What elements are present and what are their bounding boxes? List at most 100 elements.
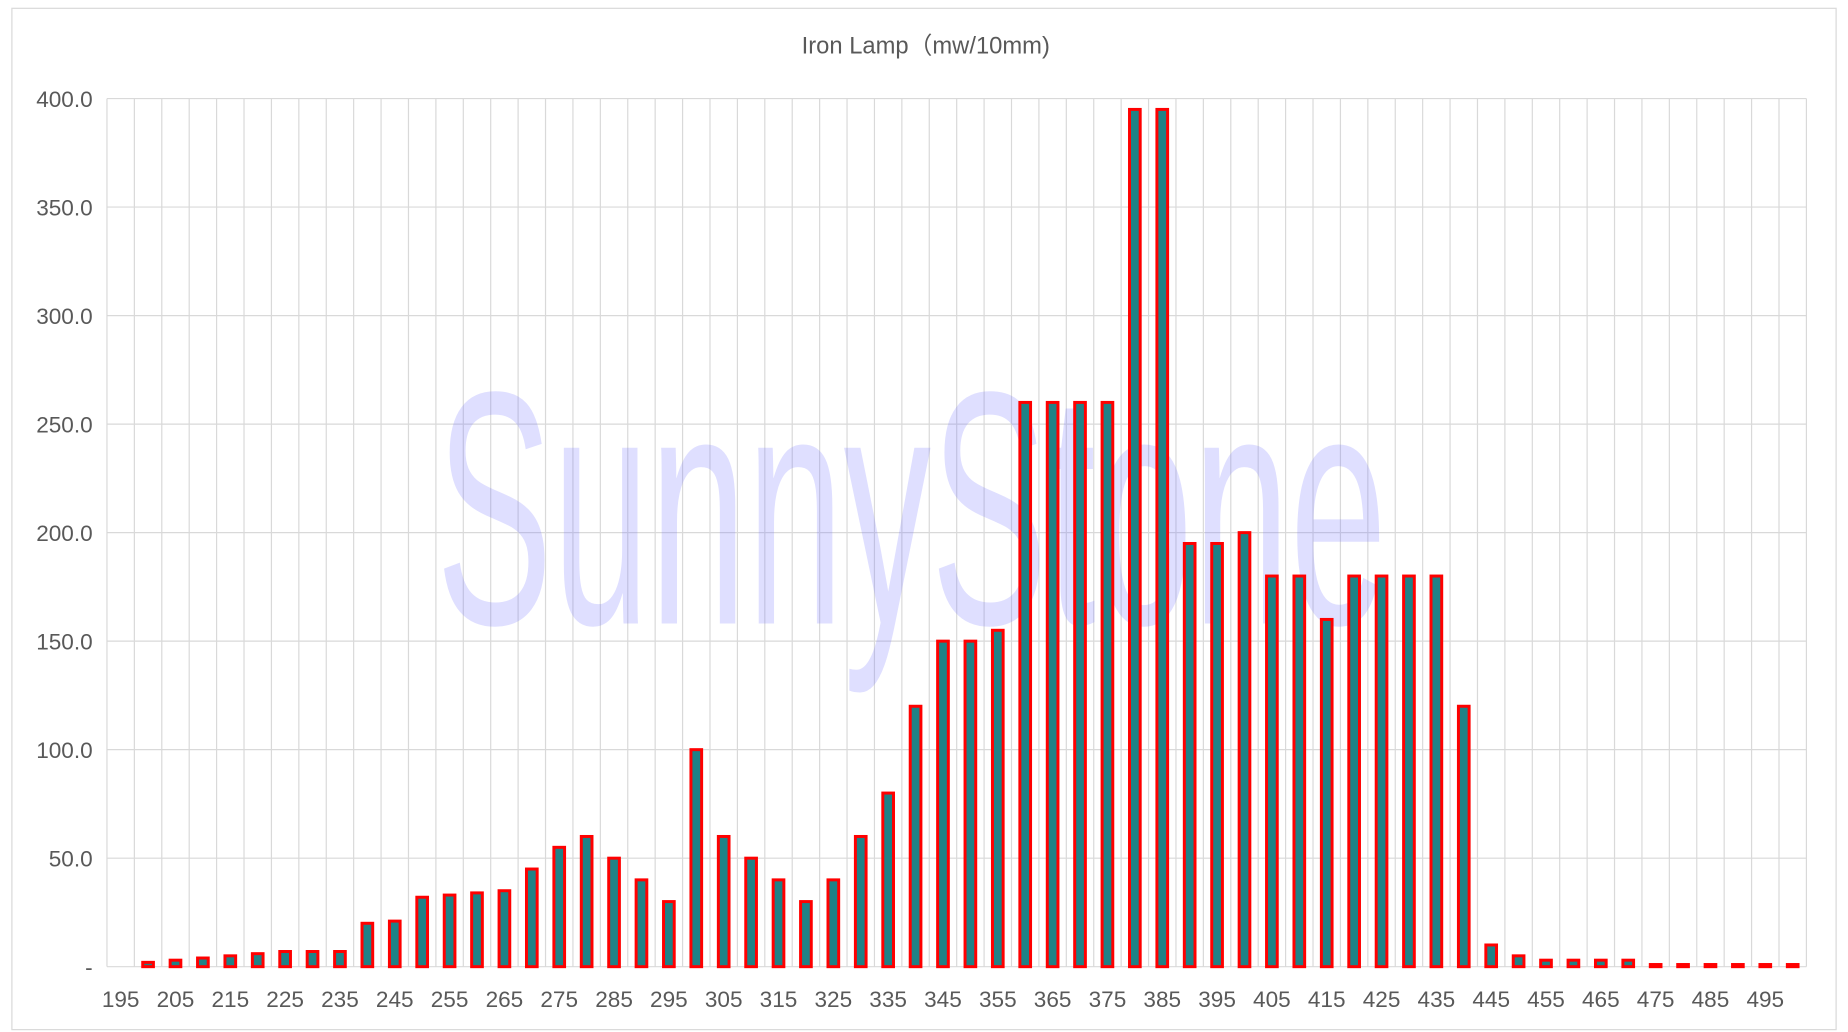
bar: [1182, 541, 1197, 969]
bar: [1566, 958, 1581, 969]
y-tick-label: 250.0: [36, 412, 92, 437]
bar: [1319, 617, 1334, 969]
bar: [1155, 107, 1170, 969]
bar: [442, 893, 457, 969]
y-tick-label: 150.0: [36, 629, 92, 654]
x-tick-label: 475: [1637, 987, 1675, 1012]
x-tick-label: 355: [979, 987, 1017, 1012]
bar: [305, 950, 320, 969]
bar: [196, 956, 210, 969]
bar: [1237, 531, 1252, 969]
bar: [579, 834, 594, 969]
bar: [1648, 963, 1663, 969]
x-tick-label: 425: [1363, 987, 1401, 1012]
y-tick-label: 300.0: [36, 304, 92, 329]
bar: [1539, 958, 1553, 969]
x-tick-label: 315: [760, 987, 798, 1012]
x-tick-label: 245: [376, 987, 414, 1012]
bar: [607, 856, 621, 969]
bar: [333, 950, 347, 969]
bar: [1621, 958, 1636, 969]
x-tick-label: 415: [1308, 987, 1346, 1012]
x-tick-label: 195: [102, 987, 140, 1012]
bar: [826, 878, 841, 969]
x-tick-label: 225: [266, 987, 304, 1012]
x-tick-label: 405: [1253, 987, 1291, 1012]
bar: [689, 748, 704, 969]
bar: [716, 834, 731, 969]
bar: [1785, 963, 1800, 969]
x-tick-label: 285: [595, 987, 633, 1012]
x-tick-label: 305: [705, 987, 743, 1012]
x-tick-label: 465: [1582, 987, 1620, 1012]
x-tick-label: 215: [211, 987, 249, 1012]
y-tick-label: 50.0: [49, 846, 93, 871]
bar: [1703, 963, 1718, 969]
y-tick-label: 200.0: [36, 521, 92, 546]
y-tick-label: -: [85, 955, 93, 980]
bar: [990, 628, 1005, 969]
bar: [936, 639, 950, 969]
x-tick-label: 345: [924, 987, 962, 1012]
bar: [662, 900, 676, 969]
bar: [1073, 400, 1087, 969]
bar: [1511, 954, 1526, 969]
x-tick-label: 365: [1034, 987, 1072, 1012]
bar: [168, 958, 183, 969]
bar: [1758, 963, 1773, 969]
bar: [278, 950, 292, 969]
x-tick-label: 395: [1198, 987, 1236, 1012]
bar: [771, 878, 786, 969]
bar: [1484, 943, 1499, 969]
x-tick-label: 235: [321, 987, 359, 1012]
x-tick-label: 325: [814, 987, 852, 1012]
x-tick-label: 485: [1692, 987, 1730, 1012]
x-tick-label: 385: [1143, 987, 1181, 1012]
bar: [1100, 400, 1115, 969]
bar: [387, 919, 402, 969]
bar: [415, 895, 430, 969]
bar: [360, 921, 375, 969]
bar: [497, 889, 512, 969]
bar: [1429, 574, 1444, 969]
bar: [1018, 400, 1033, 969]
bar: [908, 704, 923, 969]
x-tick-label: 205: [157, 987, 195, 1012]
x-tick-label: 275: [540, 987, 578, 1012]
bar: [524, 867, 539, 969]
bar: [470, 891, 484, 969]
watermark: SunnyStone: [436, 324, 1387, 697]
x-tick-label: 435: [1418, 987, 1456, 1012]
y-tick-label: 400.0: [36, 87, 92, 112]
x-tick-label: 335: [869, 987, 907, 1012]
bar: [1402, 574, 1416, 969]
bar: [1374, 574, 1389, 969]
bar: [1128, 107, 1142, 969]
bar: [223, 954, 238, 969]
grid: - 50.0 100.0 150.0 200.0 250.0 300.0 350.0 400.0…: [36, 87, 1807, 1012]
bar: [250, 952, 265, 969]
bars: [141, 107, 1800, 969]
bar: [963, 639, 978, 969]
bar: [1456, 704, 1471, 969]
x-tick-label: 375: [1089, 987, 1127, 1012]
bar: [799, 900, 813, 969]
y-tick-label: 100.0: [36, 738, 92, 763]
bar: [1045, 400, 1060, 969]
bar: [1731, 963, 1745, 969]
bar: [552, 845, 567, 969]
x-tick-label: 495: [1746, 987, 1784, 1012]
bar: [1292, 574, 1307, 969]
bar: [634, 878, 649, 969]
bar: [1210, 541, 1224, 969]
bar: [141, 960, 155, 969]
bar: [1676, 963, 1690, 969]
bar: [1347, 574, 1361, 969]
bar: [1593, 958, 1608, 969]
x-tick-label: 255: [431, 987, 469, 1012]
bar: [881, 791, 895, 969]
y-tick-label: 350.0: [36, 195, 92, 220]
x-tick-label: 455: [1527, 987, 1565, 1012]
